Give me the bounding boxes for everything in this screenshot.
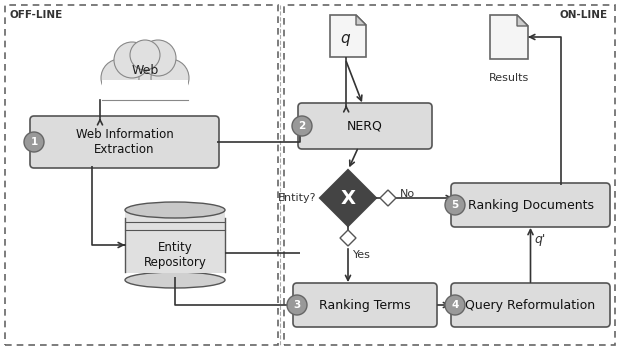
Polygon shape [340, 230, 356, 246]
FancyBboxPatch shape [298, 103, 432, 149]
Ellipse shape [125, 272, 225, 288]
Text: OFF-LINE: OFF-LINE [10, 10, 63, 20]
Text: Ranking Documents: Ranking Documents [467, 198, 593, 211]
Circle shape [287, 295, 307, 315]
Text: Entity
Repository: Entity Repository [144, 241, 206, 269]
Text: Results: Results [489, 73, 529, 83]
Circle shape [140, 40, 176, 76]
Circle shape [445, 295, 465, 315]
Text: q': q' [535, 233, 546, 246]
Text: 4: 4 [451, 300, 459, 310]
Circle shape [292, 116, 312, 136]
Circle shape [24, 132, 44, 152]
FancyBboxPatch shape [30, 116, 219, 168]
Text: Entity?: Entity? [278, 193, 316, 203]
Bar [125, 211, 225, 273]
Text: NERQ: NERQ [347, 119, 383, 133]
FancyBboxPatch shape [451, 183, 610, 227]
Bar [102, 80, 188, 100]
Circle shape [445, 195, 465, 215]
FancyBboxPatch shape [451, 283, 610, 327]
Text: X: X [340, 189, 355, 208]
Polygon shape [517, 15, 528, 26]
Text: 2: 2 [298, 121, 306, 131]
Text: q: q [340, 30, 350, 46]
Polygon shape [490, 15, 528, 59]
Bar [284, 5, 615, 345]
Bar [5, 5, 278, 345]
Text: Web Information
Extraction: Web Information Extraction [76, 128, 174, 156]
Circle shape [114, 42, 150, 78]
Text: Web: Web [131, 63, 159, 77]
Circle shape [151, 59, 189, 97]
Ellipse shape [125, 202, 225, 218]
Text: ON-LINE: ON-LINE [560, 10, 608, 20]
Text: No: No [400, 189, 415, 199]
Text: 3: 3 [293, 300, 301, 310]
FancyBboxPatch shape [293, 283, 437, 327]
Polygon shape [380, 190, 396, 206]
Polygon shape [320, 170, 376, 226]
Text: 1: 1 [30, 137, 38, 147]
Circle shape [101, 59, 139, 97]
Polygon shape [330, 15, 366, 57]
Text: Yes: Yes [353, 250, 371, 260]
Text: Query Reformulation: Query Reformulation [466, 299, 596, 312]
Polygon shape [356, 15, 366, 25]
Text: 5: 5 [451, 200, 459, 210]
Text: Ranking Terms: Ranking Terms [319, 299, 411, 312]
Circle shape [130, 40, 160, 70]
Circle shape [120, 43, 170, 93]
